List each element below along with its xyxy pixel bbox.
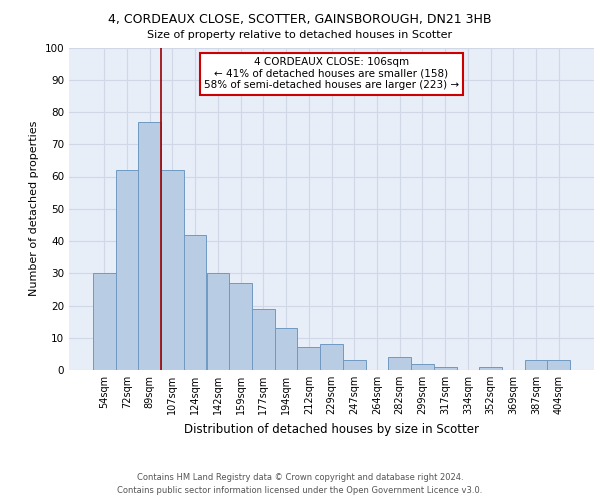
Text: Contains HM Land Registry data © Crown copyright and database right 2024.: Contains HM Land Registry data © Crown c… xyxy=(137,472,463,482)
Bar xyxy=(116,170,139,370)
Bar xyxy=(320,344,343,370)
Text: Contains public sector information licensed under the Open Government Licence v3: Contains public sector information licen… xyxy=(118,486,482,495)
Bar xyxy=(524,360,547,370)
Text: Size of property relative to detached houses in Scotter: Size of property relative to detached ho… xyxy=(148,30,452,40)
Bar xyxy=(343,360,365,370)
Bar xyxy=(206,273,229,370)
Bar xyxy=(139,122,161,370)
Text: 4 CORDEAUX CLOSE: 106sqm
← 41% of detached houses are smaller (158)
58% of semi-: 4 CORDEAUX CLOSE: 106sqm ← 41% of detach… xyxy=(204,57,459,90)
Bar xyxy=(434,367,457,370)
Bar xyxy=(388,357,411,370)
Bar xyxy=(161,170,184,370)
Bar xyxy=(275,328,298,370)
Bar xyxy=(411,364,434,370)
X-axis label: Distribution of detached houses by size in Scotter: Distribution of detached houses by size … xyxy=(184,422,479,436)
Bar xyxy=(93,273,116,370)
Bar xyxy=(547,360,570,370)
Bar xyxy=(479,367,502,370)
Bar xyxy=(184,234,206,370)
Y-axis label: Number of detached properties: Number of detached properties xyxy=(29,121,39,296)
Bar xyxy=(298,348,320,370)
Bar xyxy=(252,308,275,370)
Text: 4, CORDEAUX CLOSE, SCOTTER, GAINSBOROUGH, DN21 3HB: 4, CORDEAUX CLOSE, SCOTTER, GAINSBOROUGH… xyxy=(108,12,492,26)
Bar xyxy=(229,283,252,370)
